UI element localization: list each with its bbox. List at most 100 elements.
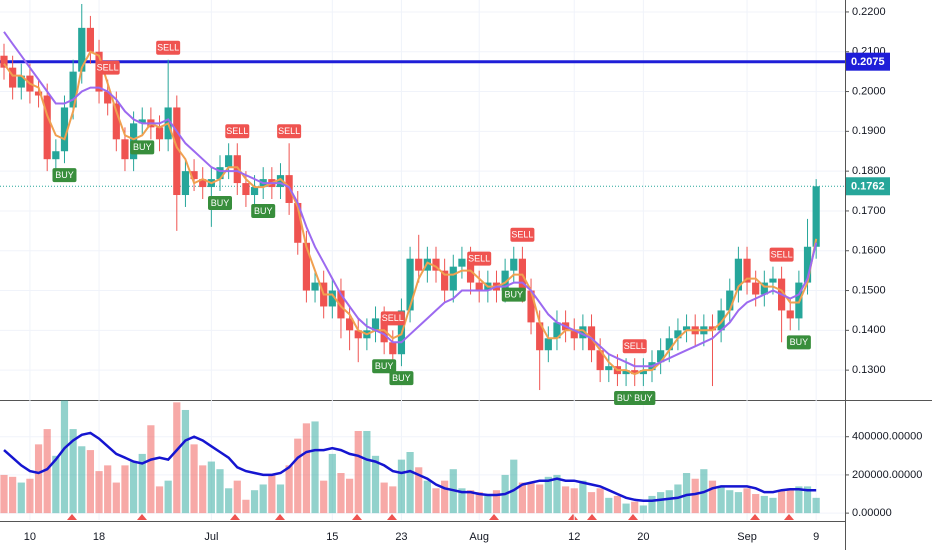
- candle-body: [52, 151, 60, 160]
- volume-bar: [752, 494, 760, 514]
- signal-box: [225, 124, 250, 139]
- signal: SELL: [156, 40, 181, 55]
- volume-bar: [613, 495, 622, 514]
- volume-bar: [639, 505, 647, 514]
- volume-bar: [622, 503, 630, 514]
- candle-body: [734, 258, 742, 291]
- volume-bar: [17, 482, 25, 514]
- signal: BUY: [130, 140, 155, 155]
- volume-bar: [311, 421, 319, 514]
- volume-bar: [579, 480, 587, 514]
- volume-bar: [104, 465, 112, 514]
- arrow: [387, 514, 397, 520]
- volume-bar: [285, 465, 293, 514]
- volume-bar: [371, 455, 380, 514]
- candle-body: [104, 91, 112, 104]
- volume-bar: [78, 446, 86, 514]
- volume-bar: [406, 452, 414, 514]
- candle-body: [665, 338, 673, 351]
- signal-box: [389, 371, 414, 386]
- candle-body: [346, 318, 354, 331]
- arrow: [137, 514, 147, 520]
- candle-body: [9, 67, 17, 88]
- signal: BUY: [786, 335, 811, 350]
- signal: BUY: [631, 391, 656, 406]
- candle-body: [717, 310, 725, 331]
- volume-bar: [242, 499, 250, 514]
- signal-box: [769, 247, 794, 262]
- signal-box: [372, 359, 397, 374]
- signal: BUY: [501, 287, 526, 302]
- volume-bar: [155, 486, 164, 514]
- candle-body: [510, 258, 518, 271]
- signal-label: BUY: [375, 361, 394, 371]
- signal: BUY: [208, 196, 232, 211]
- candle-body: [682, 326, 691, 331]
- volume-bar: [250, 490, 259, 514]
- arrow: [568, 514, 578, 520]
- candle-body: [69, 71, 77, 108]
- x-tick-label: 12: [568, 531, 580, 543]
- volume-bar: [95, 471, 103, 514]
- arrow: [489, 514, 499, 520]
- volume-bar: [536, 484, 544, 514]
- signal-box: [631, 391, 656, 406]
- signal: SELL: [769, 247, 794, 262]
- signal-label: SELL: [468, 254, 490, 264]
- volume-bar: [786, 488, 794, 514]
- volume-bar: [268, 474, 276, 514]
- volume-bar: [302, 423, 310, 514]
- volume-bar: [26, 478, 34, 514]
- signal-box: [380, 311, 405, 326]
- signal-box: [156, 40, 181, 55]
- volume-bar: [734, 492, 742, 514]
- volume-bar: [346, 478, 354, 514]
- volume-bar: [631, 501, 639, 514]
- volume-bar: [354, 430, 362, 514]
- arrow: [587, 514, 597, 520]
- volume-tick-label: 0.00000: [852, 507, 892, 519]
- candle-body: [536, 322, 544, 351]
- y-tick-label: 0.2200: [852, 6, 886, 18]
- volume-bar: [527, 482, 535, 514]
- y-tick-label: 0.2000: [852, 85, 886, 97]
- volume-bar: [570, 488, 578, 514]
- volume-bar: [130, 461, 138, 514]
- candle-body: [155, 127, 164, 140]
- candle-body: [657, 350, 665, 363]
- candle-body: [276, 175, 285, 188]
- signal-label: BUY: [617, 393, 636, 403]
- signal: BUY: [52, 168, 77, 183]
- candle-body: [34, 91, 43, 96]
- volume-bar: [717, 486, 725, 514]
- volume-bar: [605, 497, 613, 514]
- candle-body: [674, 330, 682, 339]
- volume-bar: [328, 453, 336, 514]
- volume-bar: [510, 459, 518, 514]
- candle-body: [242, 183, 250, 196]
- candle-body: [812, 186, 820, 247]
- candle-body: [181, 171, 190, 196]
- candle-body: [803, 246, 812, 283]
- last-price-label: 0.1762: [851, 181, 885, 193]
- y-tick-label: 0.1600: [852, 245, 886, 257]
- volume-bar: [492, 490, 501, 514]
- volume-bar: [778, 490, 786, 514]
- volume-bar: [769, 497, 777, 514]
- candle-body: [294, 202, 302, 243]
- volume-bar: [458, 488, 466, 514]
- volume-bar: [86, 450, 94, 514]
- volume-bar: [544, 476, 552, 514]
- volume-bar: [795, 486, 803, 514]
- candle-body: [43, 95, 51, 160]
- volume-bar: [0, 474, 8, 514]
- volume-bar: [389, 486, 397, 514]
- y-tick-label: 0.1700: [852, 205, 886, 217]
- signal-box: [95, 60, 120, 75]
- candle-body: [415, 258, 423, 271]
- line: [3, 431, 817, 502]
- signal-label: BUY: [133, 142, 152, 152]
- x-tick-label: 20: [637, 531, 649, 543]
- candle-body: [708, 326, 717, 331]
- x-tick-label: 9: [813, 531, 819, 543]
